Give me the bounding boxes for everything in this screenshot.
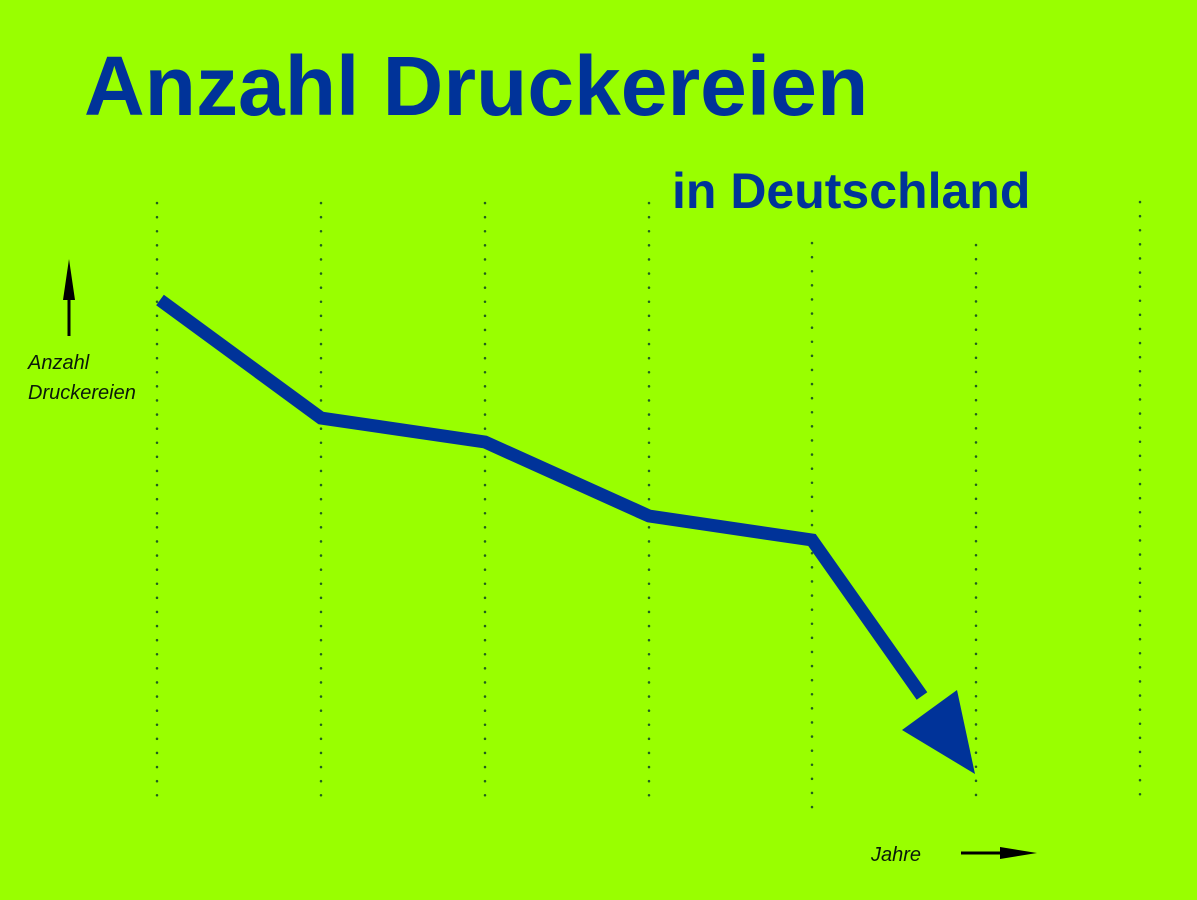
chart-title: Anzahl Druckereien: [84, 39, 869, 133]
data-line: [156, 294, 928, 700]
trend-arrowhead-icon: [902, 690, 975, 774]
y-axis-label: Anzahl Druckereien: [28, 348, 136, 408]
y-axis-label-line1: Anzahl: [28, 352, 90, 374]
y-axis-label-line2: Druckereien: [28, 382, 136, 404]
chart-subtitle: in Deutschland: [672, 163, 1031, 219]
y-axis-arrow-icon: [63, 259, 75, 336]
x-axis-arrow-icon: [961, 847, 1037, 859]
vertical-grid-lines: [155, 200, 1142, 810]
x-axis-label: Jahre: [871, 844, 922, 866]
